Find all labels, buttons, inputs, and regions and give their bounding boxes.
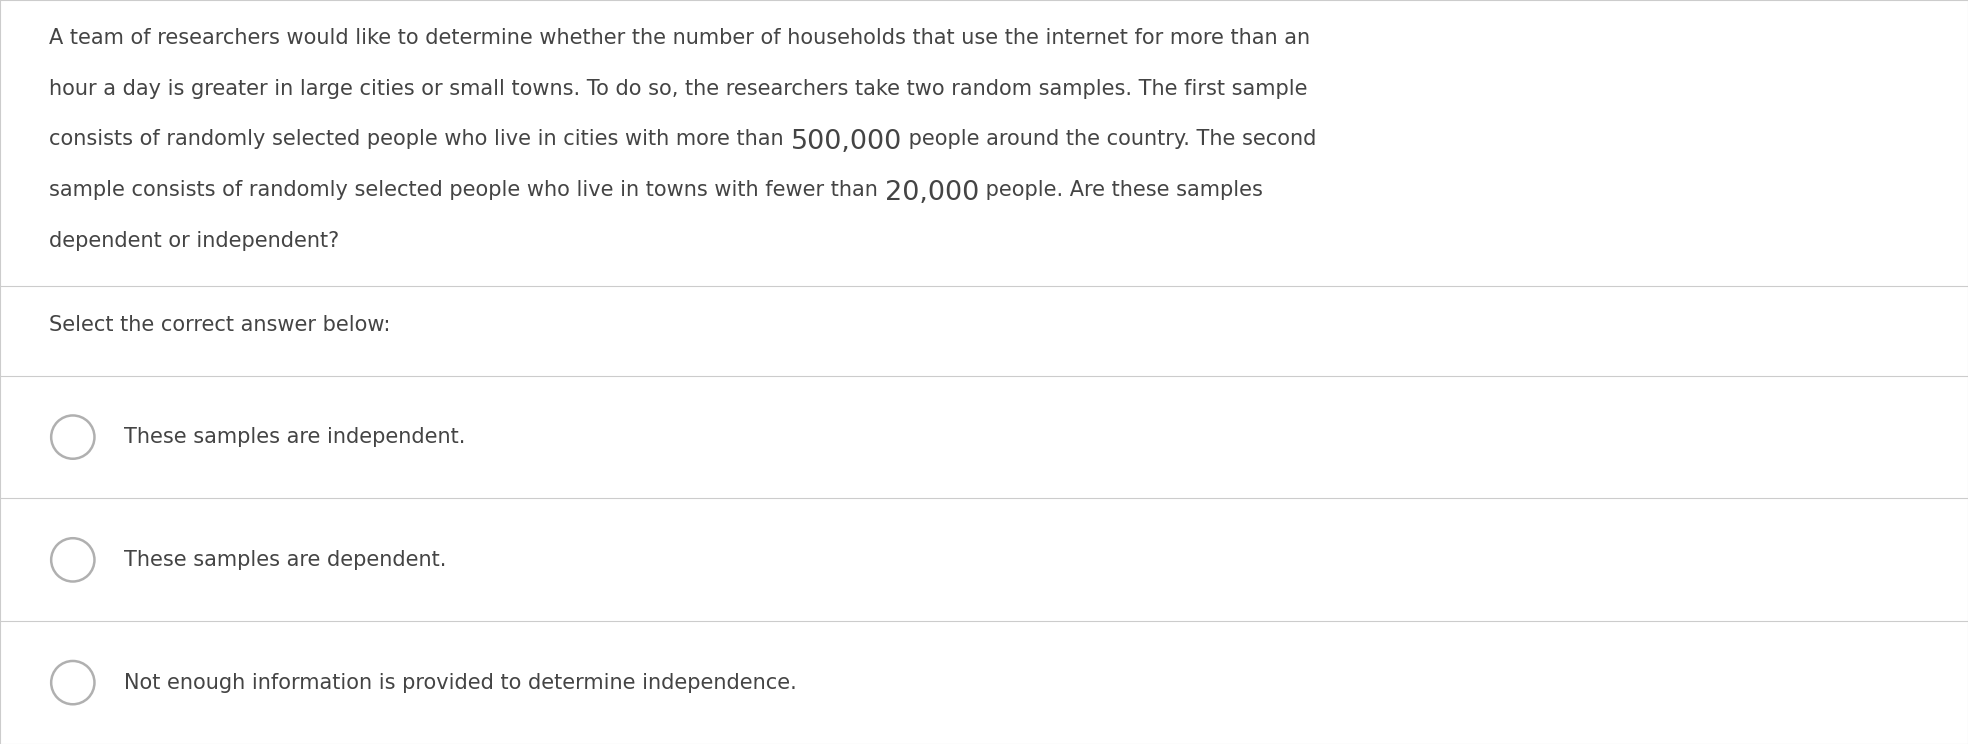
- Text: A team of researchers would like to determine whether the number of households t: A team of researchers would like to dete…: [49, 28, 1311, 48]
- Text: These samples are dependent.: These samples are dependent.: [124, 550, 447, 570]
- Text: These samples are independent.: These samples are independent.: [124, 427, 464, 447]
- Text: sample consists of randomly selected people who live in towns with fewer than: sample consists of randomly selected peo…: [49, 180, 886, 200]
- Text: Not enough information is provided to determine independence.: Not enough information is provided to de…: [124, 673, 797, 693]
- Text: consists of randomly selected people who live in cities with more than: consists of randomly selected people who…: [49, 129, 791, 150]
- Text: Select the correct answer below:: Select the correct answer below:: [49, 315, 390, 335]
- Text: people around the country. The second: people around the country. The second: [901, 129, 1317, 150]
- Text: 500,000: 500,000: [791, 129, 901, 155]
- Text: dependent or independent?: dependent or independent?: [49, 231, 338, 251]
- Text: hour a day is greater in large cities or small towns. To do so, the researchers : hour a day is greater in large cities or…: [49, 79, 1307, 99]
- Text: people. Are these samples: people. Are these samples: [978, 180, 1263, 200]
- Text: 20,000: 20,000: [886, 180, 978, 206]
